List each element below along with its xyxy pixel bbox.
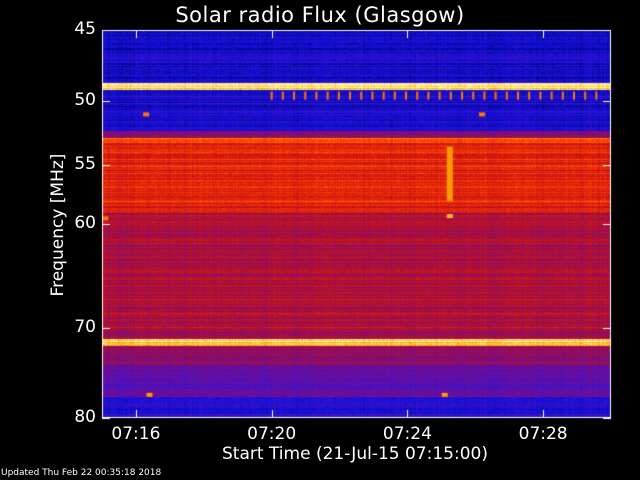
y-tick-label: 50 xyxy=(74,90,96,111)
x-tick-label: 07:28 xyxy=(518,424,568,444)
x-tick-label: 07:16 xyxy=(111,424,161,444)
y-tick-label: 45 xyxy=(74,19,96,39)
updated-timestamp: Updated Thu Feb 22 00:35:18 2018 xyxy=(1,468,162,478)
y-axis-label: Frequency [MHz] xyxy=(48,153,68,297)
y-tick-label: 80 xyxy=(74,407,96,427)
y-tick-label: 70 xyxy=(74,316,96,337)
y-tick-label: 55 xyxy=(74,154,96,175)
chart-title: Solar radio Flux (Glasgow) xyxy=(175,3,465,27)
x-tick-label: 07:20 xyxy=(247,424,297,444)
y-tick-label: 60 xyxy=(74,213,96,233)
x-tick-label: 07:24 xyxy=(382,424,432,444)
x-axis-label: Start Time (21-Jul-15 07:15:00) xyxy=(222,444,488,464)
